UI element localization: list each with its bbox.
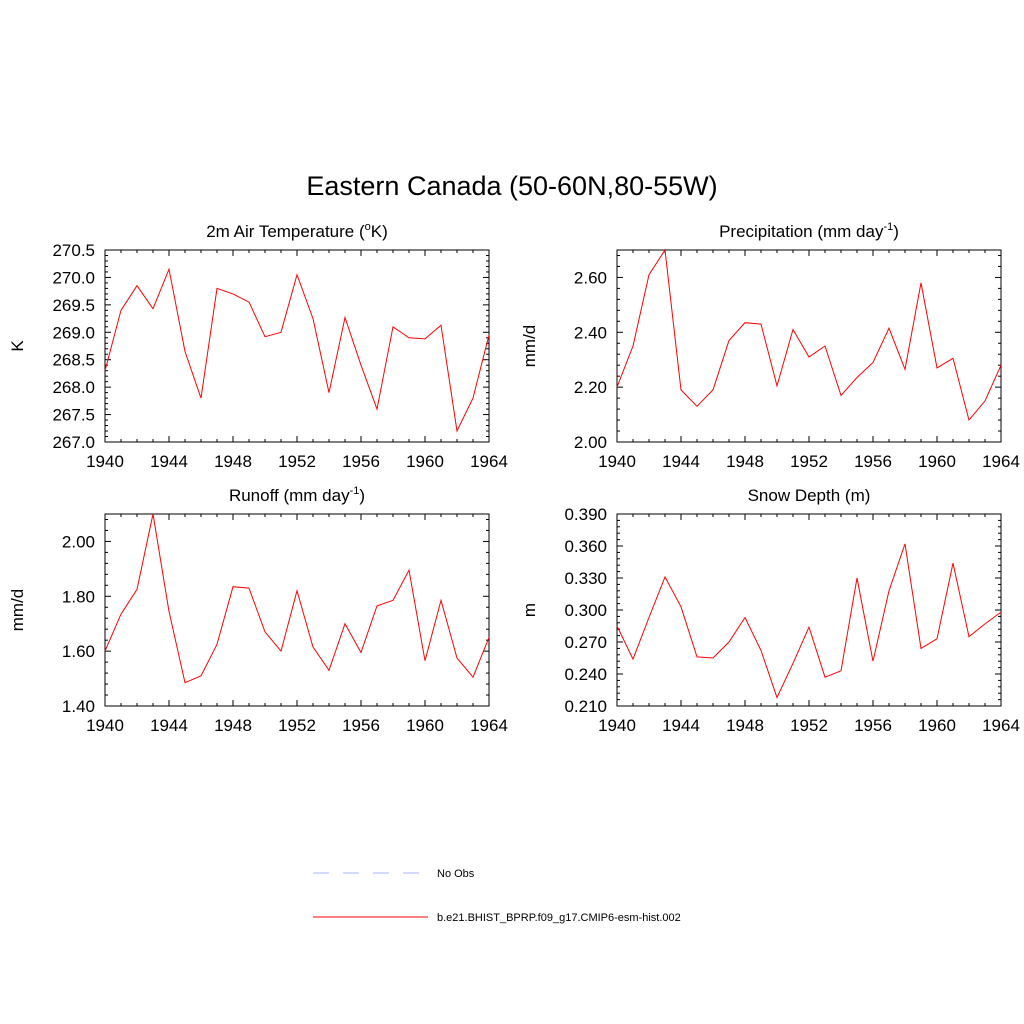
y-tick-label: 0.330 [564,569,607,588]
x-tick-label: 1940 [86,716,124,735]
x-tick-label: 1940 [86,452,124,471]
panel-3: Runoff (mm day-1) mm/d 1940 1944 1948 1952 195… [8,485,508,735]
panel-title: 2m Air Temperature (oK) [206,221,388,241]
x-tick-label: 1944 [662,452,700,471]
plot-frame [616,249,1002,443]
y-tick-label: 2.00 [574,433,607,452]
y-tick-label: 2.40 [574,323,607,342]
y-tick-label: 1.40 [62,697,95,716]
y-tick-label: 1.80 [62,587,95,606]
series-line [616,543,1002,699]
y-tick-label: 2.20 [574,378,607,397]
x-tick-label: 1952 [278,716,316,735]
y-axis-label: mm/d [520,325,539,368]
y-tick-label: 1.60 [62,642,95,661]
y-tick-label: 269.0 [52,323,95,342]
x-tick-label: 1964 [982,452,1020,471]
panel-title: Precipitation (mm day-1) [719,221,899,241]
y-tick-label: 0.360 [564,537,607,556]
x-tick-label: 1944 [150,452,188,471]
x-tick-label: 1940 [598,716,636,735]
y-axis-label: m [520,603,539,617]
x-tick-label: 1960 [406,452,444,471]
legend: No Obs b.e21.BHIST_BPRP.f09_g17.CMIP6-esm… [313,868,681,924]
x-tick-label: 1952 [278,452,316,471]
y-tick-label: 267.5 [52,406,95,425]
y-tick-label: 0.390 [564,505,607,524]
x-tick-label: 1944 [662,716,700,735]
x-tick-label: 1948 [214,452,252,471]
panel-1: 2m Air Temperature (oK) K 1940 1944 1948 1952… [8,221,508,471]
x-tick-label: 1960 [406,716,444,735]
y-tick-label: 270.5 [52,241,95,260]
x-tick-label: 1960 [918,716,956,735]
y-tick-label: 0.300 [564,601,607,620]
x-tick-label: 1956 [854,452,892,471]
y-tick-label: 269.5 [52,296,95,315]
x-tick-label: 1964 [470,716,508,735]
main-title: Eastern Canada (50-60N,80-55W) [306,171,717,201]
x-tick-label: 1948 [726,716,764,735]
x-tick-label: 1952 [790,452,828,471]
series-line [616,248,1002,422]
y-tick-label: 0.240 [564,665,607,684]
panel-4: Snow Depth (m) m 1940 1944 1948 1952 1956 1960 1… [520,486,1020,735]
y-tick-label: 0.270 [564,633,607,652]
panel-title: Runoff (mm day-1) [229,485,365,505]
panels: 2m Air Temperature (oK) K 1940 1944 1948 1952… [8,221,1020,735]
x-tick-label: 1948 [726,452,764,471]
panel-title: Snow Depth (m) [748,486,871,505]
y-tick-label: 268.5 [52,351,95,370]
y-tick-label: 270.0 [52,268,95,287]
x-tick-label: 1964 [470,452,508,471]
x-tick-label: 1948 [214,716,252,735]
legend-label-2: b.e21.BHIST_BPRP.f09_g17.CMIP6-esm-hist.… [437,912,681,924]
x-tick-label: 1960 [918,452,956,471]
x-tick-label: 1964 [982,716,1020,735]
x-tick-label: 1944 [150,716,188,735]
series-line [104,513,490,684]
y-tick-label: 2.00 [62,532,95,551]
y-axis-label: K [8,340,27,352]
plot-frame [104,513,490,707]
y-tick-label: 268.0 [52,378,95,397]
y-axis-label: mm/d [8,589,27,632]
x-tick-label: 1956 [342,716,380,735]
y-tick-label: 0.210 [564,697,607,716]
plot-frame [104,249,490,443]
y-tick-label: 267.0 [52,433,95,452]
x-tick-label: 1956 [342,452,380,471]
y-tick-label: 2.60 [574,268,607,287]
panel-2: Precipitation (mm day-1) mm/d 1940 1944 1948… [520,221,1020,471]
x-tick-label: 1952 [790,716,828,735]
legend-label-1: No Obs [437,868,475,880]
x-tick-label: 1956 [854,716,892,735]
series-line [104,267,490,433]
x-tick-label: 1940 [598,452,636,471]
